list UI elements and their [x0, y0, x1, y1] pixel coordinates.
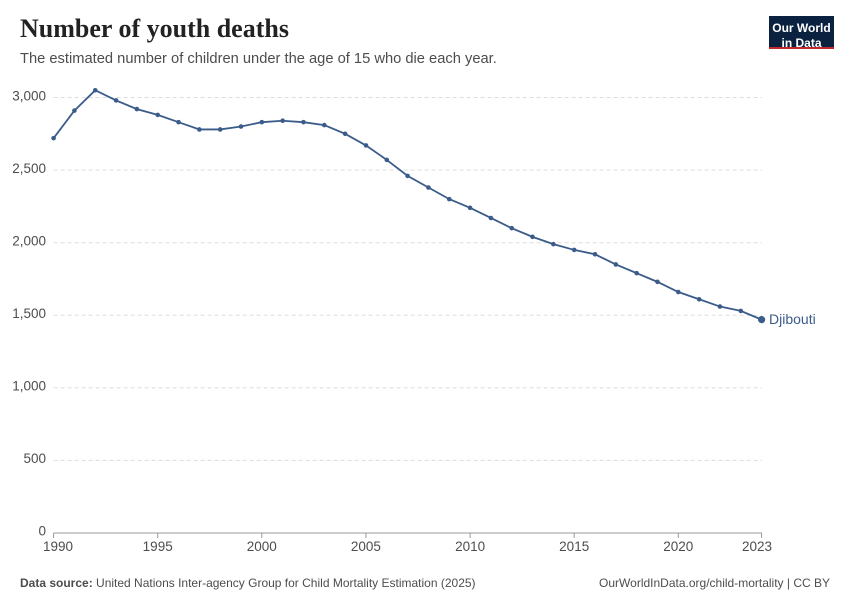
svg-text:3,000: 3,000 — [12, 89, 46, 104]
svg-text:2010: 2010 — [455, 539, 485, 554]
svg-text:2005: 2005 — [351, 539, 381, 554]
svg-text:2020: 2020 — [663, 539, 693, 554]
svg-text:Djibouti: Djibouti — [769, 311, 816, 327]
svg-text:500: 500 — [23, 451, 46, 466]
svg-text:2,500: 2,500 — [12, 161, 46, 176]
svg-text:2015: 2015 — [559, 539, 589, 554]
svg-text:1,000: 1,000 — [12, 379, 46, 394]
svg-text:2023: 2023 — [742, 539, 772, 554]
svg-text:2000: 2000 — [247, 539, 277, 554]
svg-text:2,000: 2,000 — [12, 234, 46, 249]
svg-text:1995: 1995 — [143, 539, 173, 554]
svg-text:0: 0 — [38, 524, 46, 539]
svg-text:1,500: 1,500 — [12, 306, 46, 321]
svg-text:1990: 1990 — [43, 539, 73, 554]
